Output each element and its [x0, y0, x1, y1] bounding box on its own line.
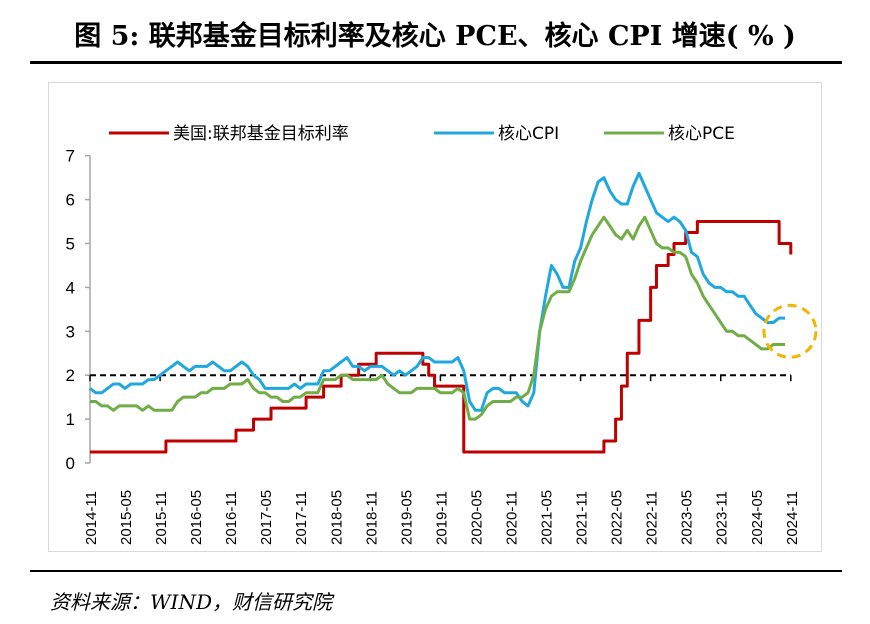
- y-tick-label: 0: [66, 454, 75, 473]
- x-tick-label: 2021-11: [574, 491, 591, 545]
- y-tick-label: 5: [66, 235, 75, 254]
- x-tick-label: 2019-05: [398, 490, 415, 545]
- y-tick-label: 4: [66, 278, 75, 297]
- figure-title: 图 5: 联邦基金目标利率及核心 PCE、核心 CPI 增速( % ): [74, 21, 796, 52]
- x-tick-label: 2024-05: [749, 490, 766, 545]
- legend-item: 核心PCE: [604, 124, 735, 144]
- x-tick-label: 2021-05: [539, 490, 556, 545]
- chart-frame: 0 1 2 3 4 5 6 7 2014-11 2015-05 2015-11 2016-05 2016…: [48, 82, 822, 552]
- x-tick-label: 2024-11: [784, 491, 801, 545]
- y-tick-label: 1: [66, 410, 75, 429]
- x-tick-label: 2015-05: [118, 490, 135, 545]
- x-tick-label: 2017-05: [258, 490, 275, 545]
- x-tick-label: 2020-11: [503, 491, 520, 545]
- y-tick-label: 2: [66, 366, 75, 385]
- bottom-rule: [30, 570, 842, 572]
- highlight-circle: [762, 303, 818, 359]
- source-note: 资料来源：WIND，财信研究院: [50, 590, 332, 614]
- x-tick-label: 2020-05: [468, 490, 485, 545]
- legend-label: 美国:联邦基金目标利率: [173, 124, 349, 144]
- x-tick-label: 2016-05: [188, 490, 205, 545]
- y-tick-label: 6: [66, 191, 75, 210]
- x-tick-label: 2022-05: [609, 490, 626, 545]
- x-tick-label: 2019-11: [433, 491, 450, 545]
- title-rule: [30, 61, 842, 64]
- series-line-2: [90, 215, 785, 421]
- x-tick-label: 2018-11: [363, 491, 380, 545]
- x-tick-label: 2015-11: [153, 491, 170, 545]
- x-tick-label: 2023-11: [714, 491, 731, 545]
- chart: 0 1 2 3 4 5 6 7 2014-11 2015-05 2015-11 2016-05 2016…: [66, 124, 818, 545]
- legend-label: 核心PCE: [668, 124, 735, 144]
- series-line-1: [89, 171, 785, 412]
- legend-item: 美国:联邦基金目标利率: [109, 124, 349, 144]
- x-tick-label: 2022-11: [644, 491, 661, 545]
- x-tick-label: 2023-05: [679, 490, 696, 545]
- x-tick-label: 2016-11: [223, 491, 240, 545]
- x-tick-label: 2014-11: [83, 491, 100, 545]
- x-tick-label: 2017-11: [293, 491, 310, 545]
- legend-item: 核心CPI: [434, 124, 559, 144]
- legend-label: 核心CPI: [498, 124, 559, 144]
- y-tick-label: 7: [66, 147, 75, 166]
- y-tick-label: 3: [66, 322, 75, 341]
- x-tick-label: 2018-05: [328, 490, 345, 545]
